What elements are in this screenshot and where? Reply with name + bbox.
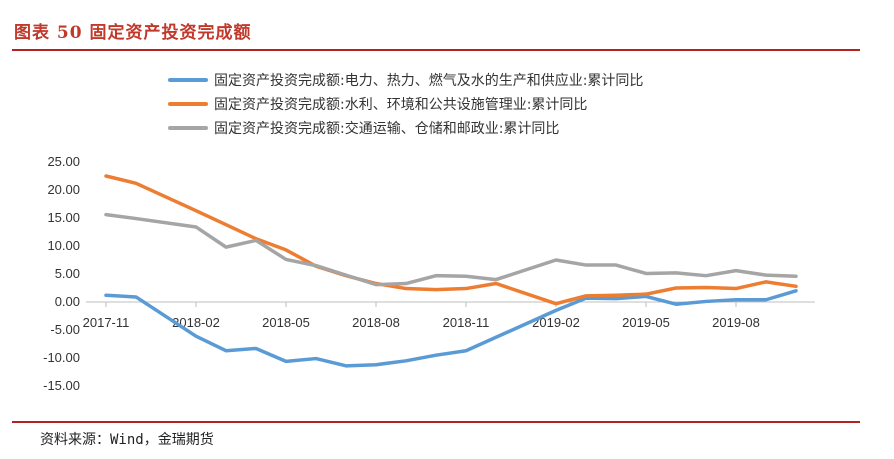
legend-label-power: 固定资产投资完成额:电力、热力、燃气及水的生产和供应业:累计同比	[214, 73, 644, 89]
y-tick-label: 5.00	[55, 266, 80, 281]
title-rule	[12, 49, 860, 51]
legend-label-transport: 固定资产投资完成额:交通运输、仓储和邮政业:累计同比	[214, 121, 560, 137]
x-tick-label: 2019-08	[712, 315, 760, 330]
x-tick-label: 2019-05	[622, 315, 670, 330]
x-tick-label: 2018-02	[172, 315, 220, 330]
legend-swatch-water	[168, 102, 208, 106]
series-line-1	[104, 174, 798, 306]
figure-title: 图表 50 固定资产投资完成额	[14, 23, 252, 43]
legend-item-power: 固定资产投资完成额:电力、热力、燃气及水的生产和供应业:累计同比	[168, 68, 643, 92]
y-tick-label: -5.00	[50, 322, 80, 337]
legend-item-water: 固定资产投资完成额:水利、环境和公共设施管理业:累计同比	[168, 92, 643, 116]
y-tick-label: 25.00	[47, 154, 80, 169]
legend-swatch-power	[168, 78, 208, 82]
line-chart: 25.00 20.00 15.00 10.00 5.00 0.00 -5.00 -10.00 -…	[43, 154, 815, 393]
series-line-2	[104, 212, 798, 287]
x-tick-label: 2018-05	[262, 315, 310, 330]
y-tick-label: 20.00	[47, 182, 80, 197]
x-tick-label: 2018-11	[443, 315, 490, 330]
chart-legend: 固定资产投资完成额:电力、热力、燃气及水的生产和供应业:累计同比 固定资产投资完…	[168, 68, 643, 140]
legend-swatch-transport	[168, 126, 208, 130]
y-tick-label: 15.00	[47, 210, 80, 225]
source-note: 资料来源：Wind，金瑞期货	[40, 432, 214, 448]
y-tick-label: 0.00	[55, 294, 80, 309]
footer-rule	[12, 421, 860, 423]
x-tick-label: 2019-02	[532, 315, 580, 330]
y-tick-label: 10.00	[47, 238, 80, 253]
x-tick-label: 2018-08	[352, 315, 400, 330]
y-tick-label: -10.00	[43, 350, 80, 365]
legend-item-transport: 固定资产投资完成额:交通运输、仓储和邮政业:累计同比	[168, 116, 643, 140]
legend-label-water: 固定资产投资完成额:水利、环境和公共设施管理业:累计同比	[214, 97, 588, 113]
series-line-0	[104, 289, 798, 368]
x-tick-label: 2017-11	[83, 315, 130, 330]
y-tick-label: -15.00	[43, 378, 80, 393]
